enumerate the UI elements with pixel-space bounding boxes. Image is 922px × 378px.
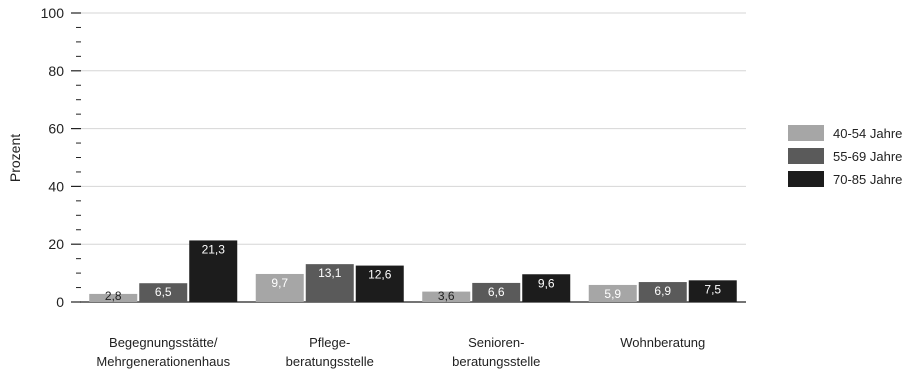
y-tick-label: 40	[48, 178, 64, 194]
bars	[89, 240, 737, 302]
category-label-line: Mehrgenerationenhaus	[96, 354, 230, 369]
data-label: 3,6	[438, 289, 455, 303]
legend-swatch	[788, 125, 824, 141]
bar	[355, 265, 404, 302]
legend-label: 70-85 Jahre	[833, 172, 902, 187]
category-label-line: Pflege-	[309, 335, 350, 350]
legend: 40-54 Jahre 55-69 Jahre 70-85 Jahre	[788, 125, 902, 187]
bar	[255, 273, 304, 302]
data-label: 5,9	[604, 287, 621, 301]
category-label-line: Wohnberatung	[620, 335, 705, 350]
data-label: 6,6	[488, 285, 505, 299]
data-label: 9,6	[538, 276, 555, 290]
bar	[189, 240, 238, 302]
legend-swatch	[788, 171, 824, 187]
bar	[638, 282, 687, 302]
data-label: 9,7	[271, 276, 288, 290]
bar	[89, 293, 138, 302]
data-label: 2,8	[105, 289, 122, 303]
y-axis: 0 20 40 60 80 100	[41, 5, 746, 310]
data-label: 6,5	[155, 285, 172, 299]
bar	[305, 264, 354, 302]
bar	[522, 274, 571, 302]
y-tick-label: 20	[48, 236, 64, 252]
bar	[472, 282, 521, 302]
data-label: 6,9	[654, 284, 671, 298]
y-tick-label: 60	[48, 121, 64, 137]
category-label-line: beratungsstelle	[452, 354, 540, 369]
data-labels: 2,8 6,5 21,3 9,7 13,1 12,6 3,6 6,6 9,6 5,9 6,9 7,5	[105, 242, 722, 303]
category-label: Wohnberatung	[620, 335, 705, 350]
data-label: 13,1	[318, 266, 342, 280]
data-label: 21,3	[202, 242, 226, 256]
bar	[422, 291, 471, 302]
bar	[139, 283, 188, 302]
data-label: 12,6	[368, 268, 392, 282]
legend-label: 55-69 Jahre	[833, 149, 902, 164]
category-label-line: beratungsstelle	[286, 354, 374, 369]
category-labels: Begegnungsstätte/Mehrgenerationenhaus Pfl…	[96, 335, 705, 369]
y-axis-title: Prozent	[7, 134, 23, 182]
category-label-line: Senioren-	[468, 335, 524, 350]
grid-lines	[80, 12, 746, 245]
category-label-line: Begegnungsstätte/	[109, 335, 218, 350]
y-tick-label: 80	[48, 63, 64, 79]
legend-swatch	[788, 148, 824, 164]
category-label: Pflege-beratungsstelle	[286, 335, 374, 369]
bar	[688, 280, 737, 302]
data-label: 7,5	[704, 282, 721, 296]
y-tick-label: 100	[41, 5, 65, 21]
bar	[588, 284, 637, 302]
y-tick-label: 0	[56, 294, 64, 310]
category-label: Senioren-beratungsstelle	[452, 335, 540, 369]
legend-label: 40-54 Jahre	[833, 126, 902, 141]
category-label: Begegnungsstätte/Mehrgenerationenhaus	[96, 335, 230, 369]
